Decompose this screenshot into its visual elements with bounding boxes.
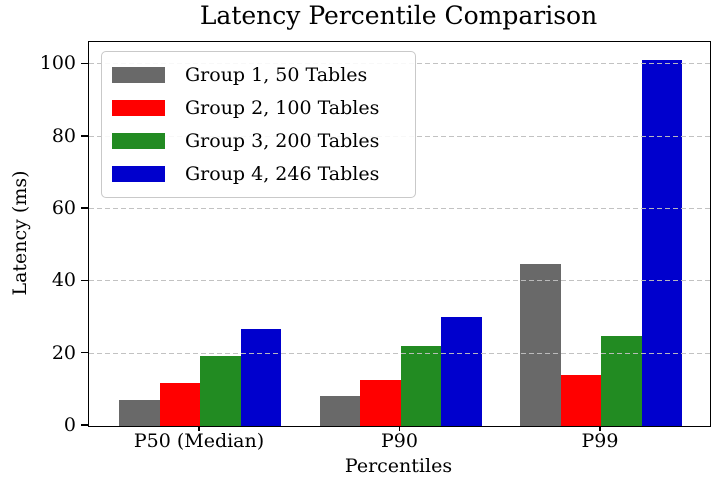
gridline (89, 280, 710, 282)
bar (641, 59, 682, 426)
x-tick-mark (198, 426, 200, 431)
legend-label: Group 3, 200 Tables (185, 130, 380, 153)
chart-title: Latency Percentile Comparison (199, 1, 598, 30)
y-tick-mark (81, 62, 88, 65)
y-tick-mark (81, 351, 88, 354)
legend-entry: Group 2, 100 Tables (102, 93, 415, 123)
y-tick-label: 20 (51, 341, 76, 364)
bar (520, 264, 561, 426)
bar (560, 375, 601, 426)
x-tick-mark (599, 426, 601, 431)
gridline (89, 352, 710, 354)
x-tick-label: P99 (581, 430, 619, 452)
y-tick-label: 40 (51, 269, 76, 292)
bar (200, 355, 241, 426)
legend-label: Group 4, 246 Tables (185, 163, 380, 186)
legend-label: Group 2, 100 Tables (185, 96, 380, 119)
legend-label: Group 1, 50 Tables (185, 63, 368, 86)
bar (601, 335, 642, 426)
y-tick-mark (81, 135, 88, 137)
y-tick-mark (81, 279, 88, 282)
bar (319, 395, 360, 426)
legend-entry: Group 4, 246 Tables (102, 159, 415, 189)
legend: Group 1, 50 Tables Group 2, 100 Tables Gro… (101, 51, 416, 198)
y-tick-label: 60 (51, 197, 76, 220)
legend-swatch (112, 66, 165, 83)
y-tick-label: 80 (51, 124, 76, 147)
y-axis-label: Latency (ms) (9, 170, 31, 296)
plot-area: Group 1, 50 Tables Group 2, 100 Tables Gro… (88, 41, 711, 427)
y-tick-label: 100 (39, 52, 76, 75)
bar (360, 379, 401, 426)
legend-entry: Group 1, 50 Tables (102, 60, 415, 90)
legend-entry: Group 3, 200 Tables (102, 126, 415, 156)
bar (119, 399, 160, 426)
y-tick-mark (81, 424, 88, 426)
legend-swatch (112, 99, 165, 116)
gridline (89, 208, 710, 210)
bar (400, 346, 441, 426)
x-tick-label: P90 (381, 430, 418, 452)
y-tick-label: 0 (63, 414, 76, 436)
x-axis-label: Percentiles (344, 455, 453, 477)
bar (159, 382, 200, 426)
legend-swatch (112, 166, 165, 183)
legend-swatch (112, 133, 165, 150)
y-tick-mark (81, 207, 88, 209)
bar (441, 317, 482, 426)
x-tick-mark (398, 426, 401, 431)
bar (240, 328, 281, 426)
x-tick-label: P50 (Median) (133, 430, 265, 452)
